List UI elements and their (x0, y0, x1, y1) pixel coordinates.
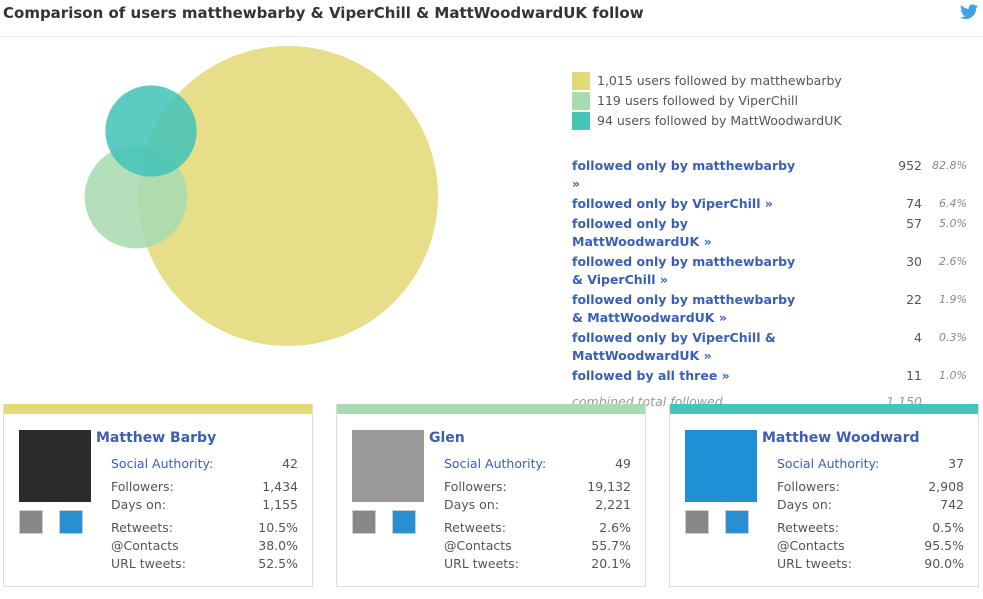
stat-value: 2.6% (599, 520, 631, 535)
breakdown-percent: 1.9% (939, 293, 967, 306)
avatar[interactable] (352, 430, 424, 502)
stat-label: Retweets: (111, 520, 173, 535)
stat-value: 49 (615, 456, 631, 471)
breakdown-count: 4 (914, 330, 922, 345)
card-band (337, 404, 645, 414)
stat-value: 19,132 (587, 479, 631, 494)
breakdown-percent: 0.3% (939, 331, 967, 344)
breakdown-count: 952 (898, 158, 922, 173)
stat-value: 38.0% (258, 538, 298, 553)
venn-circle (105, 85, 197, 177)
small-icon[interactable] (352, 510, 376, 534)
breakdown-row: followed only by matthewbarby » 952 82.8% (572, 157, 972, 193)
stat-value: 37 (948, 456, 964, 471)
stat-value: 95.5% (924, 538, 964, 553)
stat-label: @Contacts (111, 538, 179, 553)
breakdown-count: 57 (906, 216, 922, 231)
breakdown-percent: 82.8% (932, 159, 967, 172)
small-icon[interactable] (19, 510, 43, 534)
legend-item: 119 users followed by ViperChill (572, 92, 798, 110)
stat-value: 0.5% (932, 520, 964, 535)
stat-label: Followers: (111, 479, 174, 494)
header-rule (0, 36, 983, 37)
stat-value: 1,155 (262, 497, 298, 512)
stat-label: Social Authority: (777, 456, 880, 471)
breakdown-link[interactable]: followed by all three » (572, 368, 730, 383)
stat-label: Days on: (444, 497, 499, 512)
card-band (4, 404, 312, 414)
breakdown-percent: 5.0% (939, 217, 967, 230)
legend-label: 1,015 users followed by matthewbarby (597, 73, 842, 88)
breakdown-row: followed only by matthewbarby & MattWood… (572, 291, 972, 327)
breakdown-count: 30 (906, 254, 922, 269)
profile-card: Matthew Barby Social Authority: 42 Follower… (3, 404, 313, 587)
legend-swatch (572, 92, 590, 110)
venn-circle (138, 46, 438, 346)
profile-card: Matthew Woodward Social Authority: 37 Follo… (669, 404, 979, 587)
stat-value: 742 (940, 497, 964, 512)
stat-label: @Contacts (444, 538, 512, 553)
avatar[interactable] (19, 430, 91, 502)
twitter-icon[interactable] (960, 4, 978, 20)
stat-value: 90.0% (924, 556, 964, 571)
stat-label: Retweets: (777, 520, 839, 535)
breakdown-row: followed by all three » 11 1.0% (572, 367, 972, 385)
breakdown-link[interactable]: followed only by matthewbarby » (572, 158, 796, 191)
breakdown: followed only by matthewbarby » 952 82.8% f… (572, 157, 972, 413)
legend-swatch (572, 112, 590, 130)
small-icon[interactable] (59, 510, 83, 534)
small-icon[interactable] (725, 510, 749, 534)
stat-label: URL tweets: (111, 556, 186, 571)
breakdown-percent: 6.4% (939, 197, 967, 210)
stat-value: 20.1% (591, 556, 631, 571)
legend-swatch (572, 72, 590, 90)
stat-label: Days on: (777, 497, 832, 512)
stat-label: Days on: (111, 497, 166, 512)
stat-label: Social Authority: (444, 456, 547, 471)
stat-value: 10.5% (258, 520, 298, 535)
card-band (670, 404, 978, 414)
profile-name[interactable]: Glen (429, 430, 465, 446)
stat-label: Followers: (444, 479, 507, 494)
breakdown-row: followed only by ViperChill » 74 6.4% (572, 195, 972, 213)
breakdown-link[interactable]: followed only by matthewbarby & MattWood… (572, 292, 796, 325)
small-icon[interactable] (392, 510, 416, 534)
legend-item: 1,015 users followed by matthewbarby (572, 72, 842, 90)
page-title: Comparison of users matthewbarby & Viper… (3, 4, 644, 22)
breakdown-link[interactable]: followed only by ViperChill » (572, 196, 773, 211)
stat-value: 2,221 (595, 497, 631, 512)
breakdown-row: followed only by ViperChill & MattWoodwa… (572, 329, 972, 365)
breakdown-percent: 2.6% (939, 255, 967, 268)
breakdown-percent: 1.0% (939, 369, 967, 382)
stat-value: 42 (282, 456, 298, 471)
breakdown-count: 74 (906, 196, 922, 211)
small-icon[interactable] (685, 510, 709, 534)
legend-label: 94 users followed by MattWoodwardUK (597, 113, 842, 128)
stat-label: Followers: (777, 479, 840, 494)
breakdown-link[interactable]: followed only by matthewbarby & ViperChi… (572, 254, 796, 287)
breakdown-count: 22 (906, 292, 922, 307)
stat-label: Retweets: (444, 520, 506, 535)
breakdown-link[interactable]: followed only by MattWoodwardUK » (572, 216, 712, 249)
profile-name[interactable]: Matthew Barby (96, 430, 217, 446)
venn-diagram (84, 46, 438, 346)
stat-value: 52.5% (258, 556, 298, 571)
stat-label: URL tweets: (777, 556, 852, 571)
stat-label: @Contacts (777, 538, 845, 553)
stat-value: 1,434 (262, 479, 298, 494)
legend-item: 94 users followed by MattWoodwardUK (572, 112, 842, 130)
avatar[interactable] (685, 430, 757, 502)
stat-label: Social Authority: (111, 456, 214, 471)
profile-card: Glen Social Authority: 49 Followers: 19,132 D… (336, 404, 646, 587)
breakdown-count: 11 (906, 368, 922, 383)
stat-label: URL tweets: (444, 556, 519, 571)
breakdown-link[interactable]: followed only by ViperChill & MattWoodwa… (572, 330, 776, 363)
stat-value: 55.7% (591, 538, 631, 553)
legend-label: 119 users followed by ViperChill (597, 93, 798, 108)
breakdown-row: followed only by matthewbarby & ViperChi… (572, 253, 972, 289)
breakdown-row: followed only by MattWoodwardUK » 57 5.0% (572, 215, 972, 251)
profile-name[interactable]: Matthew Woodward (762, 430, 920, 446)
stat-value: 2,908 (928, 479, 964, 494)
